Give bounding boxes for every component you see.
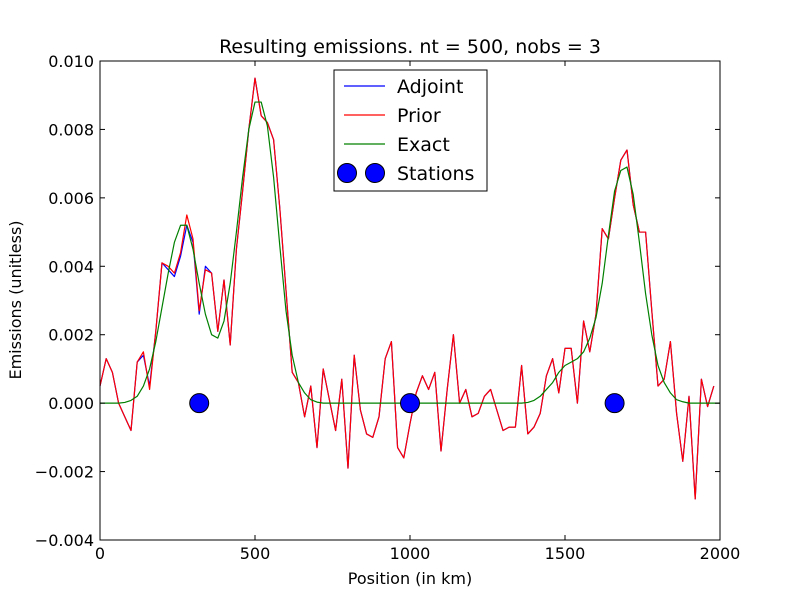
legend-label-exact: Exact [397,134,450,156]
stations-marker [604,393,625,414]
x-axis-label: Position (in km) [348,569,472,588]
legend-box [333,69,488,192]
y-tick-label: 0.008 [48,120,94,139]
stations-marker [189,393,210,414]
legend: Adjoint Prior Exact Stations [333,69,488,192]
y-tick-label: 0.006 [48,189,94,208]
y-axis-label: Emissions (unitless) [6,220,25,379]
chart-title: Resulting emissions. nt = 500, nobs = 3 [219,36,601,58]
prior-series-line [99,77,715,500]
series-layer [99,77,720,500]
legend-label-adjoint: Adjoint [397,76,463,98]
marker-layer [189,393,625,414]
y-tick-label: −0.002 [35,463,94,482]
y-tick-label: −0.004 [35,531,94,550]
legend-entries: Adjoint Prior Exact Stations [337,76,474,185]
legend-swatch-stations [365,163,385,183]
legend-label-prior: Prior [397,105,441,127]
y-tick-label: 0.010 [48,52,94,71]
tick-layer: 0 500 1000 1500 2000 −0.004 −0.002 0.000 0.002 0.… [35,52,741,563]
legend-swatch-stations [337,163,357,183]
y-tick-label: 0.004 [48,257,94,276]
y-tick-label: 0.002 [48,326,94,345]
stations-marker [400,393,420,414]
x-tick-label: 1000 [390,544,431,563]
y-tick-label: 0.000 [48,394,94,413]
x-tick-label: 500 [240,544,271,563]
legend-label-stations: Stations [397,163,474,185]
x-tick-label: 2000 [700,544,741,563]
exact-series-line [100,101,720,404]
x-tick-label: 1500 [545,544,586,563]
x-tick-label: 0 [95,544,105,563]
